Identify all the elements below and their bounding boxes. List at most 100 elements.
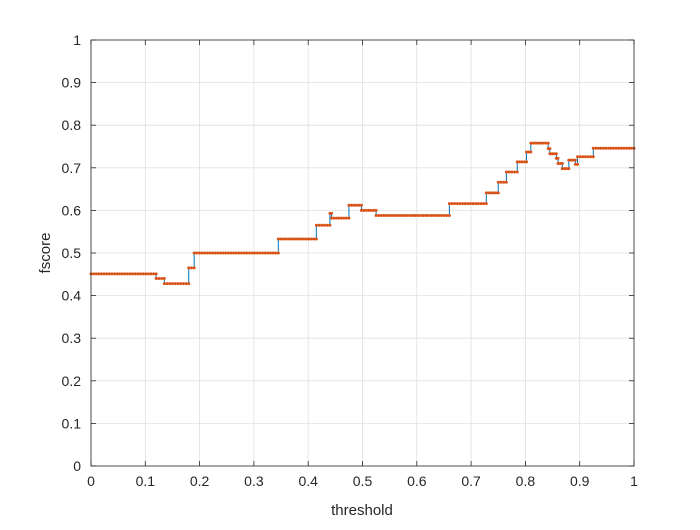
fscore-marker [482, 202, 486, 206]
fscore-marker [279, 237, 283, 241]
fscore-marker [573, 162, 577, 166]
fscore-marker [471, 202, 475, 206]
fscore-marker [125, 272, 129, 276]
fscore-marker [266, 251, 270, 255]
fscore-marker [374, 208, 378, 212]
fscore-marker [255, 251, 259, 255]
fscore-marker [504, 170, 508, 174]
fscore-marker [141, 272, 145, 276]
fscore-marker [437, 214, 441, 218]
fscore-marker [359, 203, 363, 207]
fscore-marker [330, 211, 334, 215]
fscore-marker [317, 223, 321, 227]
fscore-marker [118, 272, 122, 276]
fscore-marker [94, 272, 98, 276]
fscore-marker [205, 251, 209, 255]
y-tick-label: 0.2 [62, 373, 82, 389]
fscore-marker [421, 214, 425, 218]
fscore-marker [294, 237, 298, 241]
fscore-marker [385, 214, 389, 218]
fscore-marker [102, 272, 106, 276]
fscore-marker [274, 251, 278, 255]
fscore-marker [374, 214, 378, 218]
series-layer [89, 141, 636, 286]
fscore-marker [558, 162, 562, 166]
fscore-marker [162, 277, 166, 281]
fscore-marker [328, 223, 332, 227]
y-tick-label: 0.9 [62, 75, 82, 91]
y-tick-label: 0.6 [62, 202, 82, 218]
fscore-marker [372, 208, 376, 212]
fscore-marker [173, 282, 177, 286]
fscore-marker [522, 160, 526, 164]
fscore-marker [604, 146, 608, 150]
x-tick-label: 0.1 [136, 473, 156, 489]
fscore-marker [589, 155, 593, 159]
fscore-marker [419, 214, 423, 218]
fscore-marker [534, 141, 538, 145]
fscore-marker [554, 152, 558, 156]
fscore-marker [541, 141, 545, 145]
fscore-marker [413, 214, 417, 218]
y-axis-label: fscore [37, 233, 54, 274]
fscore-marker [507, 170, 511, 174]
fscore-marker [496, 191, 500, 195]
fscore-marker [128, 272, 132, 276]
fscore-marker [347, 216, 351, 220]
fscore-marker [229, 251, 233, 255]
fscore-marker [578, 155, 582, 159]
fscore-marker [221, 251, 225, 255]
fscore-marker [416, 214, 420, 218]
fscore-marker [276, 237, 280, 241]
fscore-marker [242, 251, 246, 255]
fscore-marker [510, 170, 514, 174]
fscore-marker [524, 150, 528, 154]
fscore-marker [515, 170, 519, 174]
x-tick-label: 0.2 [190, 473, 210, 489]
fscore-marker [297, 237, 301, 241]
fscore-marker [607, 146, 611, 150]
fscore-marker [184, 282, 188, 286]
y-tick-label: 1 [73, 32, 81, 48]
fscore-marker [442, 214, 446, 218]
fscore-marker [527, 150, 531, 154]
fscore-marker [458, 202, 462, 206]
x-tick-label: 1 [630, 473, 638, 489]
fscore-marker [352, 203, 356, 207]
y-tick-label: 0.5 [62, 245, 82, 261]
fscore-marker [320, 223, 324, 227]
fscore-marker [447, 202, 451, 206]
fscore-marker [392, 214, 396, 218]
fscore-marker [344, 216, 348, 220]
fscore-marker [192, 266, 196, 270]
fscore-marker [596, 146, 600, 150]
fscore-marker [614, 146, 618, 150]
fscore-marker [468, 202, 472, 206]
fscore-marker [565, 167, 569, 171]
fscore-marker [573, 158, 577, 162]
fscore-marker [529, 150, 533, 154]
fscore-marker [263, 251, 267, 255]
fscore-marker [484, 202, 488, 206]
fscore-marker [609, 146, 613, 150]
fscore-marker [211, 251, 215, 255]
fscore-marker [445, 214, 449, 218]
fscore-marker [268, 251, 272, 255]
fscore-marker [247, 251, 251, 255]
x-tick-label: 0.8 [516, 473, 536, 489]
x-tick-label: 0.9 [570, 473, 590, 489]
fscore-marker [387, 214, 391, 218]
fscore-marker [489, 191, 493, 195]
fscore-marker [624, 146, 628, 150]
fscore-marker [309, 237, 313, 241]
y-tick-label: 0 [73, 458, 81, 474]
fscore-marker [237, 251, 241, 255]
fscore-marker [548, 147, 552, 151]
fscore-marker [115, 272, 119, 276]
fscore-marker [434, 214, 438, 218]
fscore-marker [569, 158, 573, 162]
fscore-marker [622, 146, 626, 150]
fscore-marker [466, 202, 470, 206]
fscore-marker [349, 203, 353, 207]
